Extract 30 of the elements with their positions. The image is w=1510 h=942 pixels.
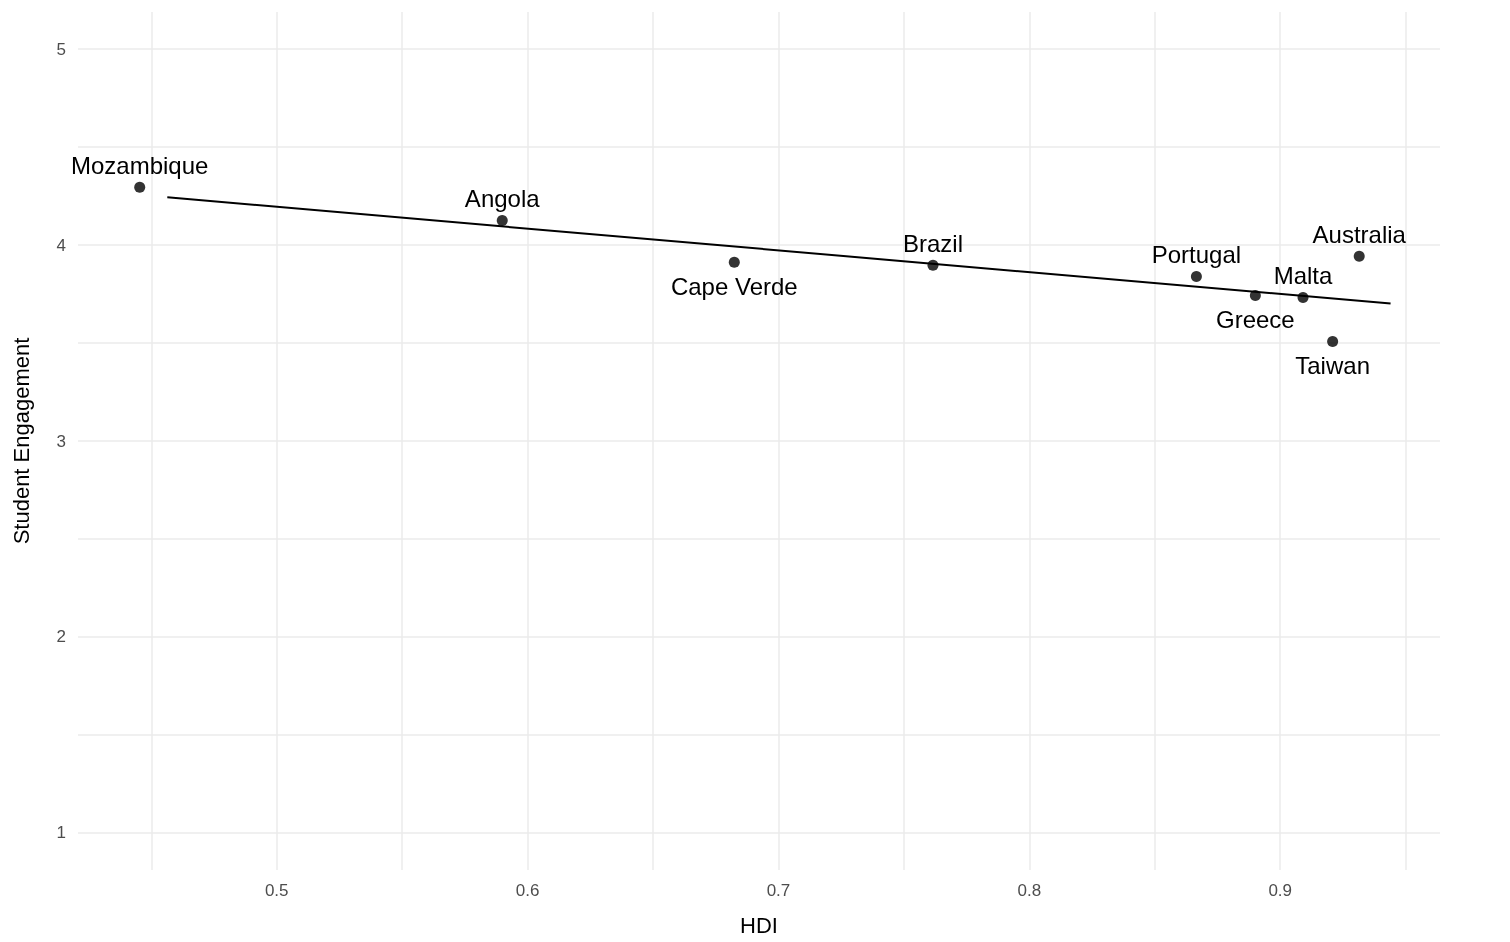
y-tick-label: 5 bbox=[56, 39, 66, 59]
annotation: Australia bbox=[1312, 220, 1407, 248]
x-tick-label: 0.8 bbox=[1017, 881, 1042, 900]
annotation: Taiwan bbox=[1295, 351, 1370, 379]
annotation: Greece bbox=[1216, 305, 1295, 333]
point bbox=[1190, 270, 1202, 282]
x-tick-label: 0.7 bbox=[766, 881, 791, 900]
annotation: Mozambique bbox=[71, 151, 209, 179]
x-tick-label: 0.6 bbox=[515, 881, 540, 900]
point bbox=[1353, 250, 1365, 262]
y-axis-title: Student Engagement bbox=[8, 337, 34, 545]
point bbox=[1297, 291, 1309, 303]
y-tick-label: 1 bbox=[56, 823, 66, 843]
point bbox=[1249, 289, 1261, 301]
y-tick-label: 3 bbox=[56, 431, 66, 451]
annotation: Angola bbox=[464, 184, 541, 212]
annotation: Malta bbox=[1273, 261, 1334, 289]
point bbox=[728, 256, 740, 268]
point bbox=[1327, 335, 1339, 347]
annotation: Portugal bbox=[1151, 240, 1242, 268]
point bbox=[927, 259, 939, 271]
x-tick-label: 0.9 bbox=[1268, 881, 1293, 900]
annotation: Brazil bbox=[902, 229, 963, 257]
point bbox=[496, 214, 508, 226]
y-tick-label: 4 bbox=[56, 235, 66, 255]
point bbox=[134, 181, 146, 193]
x-axis-title: HDI bbox=[740, 912, 778, 938]
y-tick-label: 2 bbox=[56, 627, 66, 647]
x-tick-label: 0.5 bbox=[264, 881, 289, 900]
annotation: Cape Verde bbox=[670, 272, 798, 300]
